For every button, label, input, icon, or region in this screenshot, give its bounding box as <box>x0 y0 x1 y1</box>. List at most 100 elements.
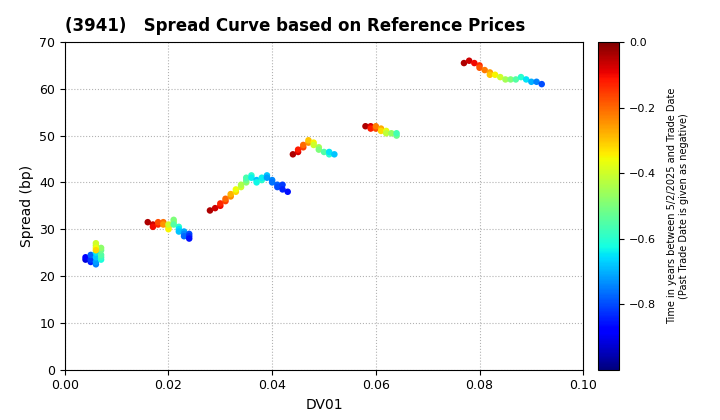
Point <box>153 219 164 226</box>
Point <box>297 144 309 151</box>
Y-axis label: Time in years between 5/2/2025 and Trade Date
(Past Trade Date is given as negat: Time in years between 5/2/2025 and Trade… <box>667 88 689 324</box>
Y-axis label: Spread (bp): Spread (bp) <box>19 165 34 247</box>
Point <box>158 219 169 226</box>
Point <box>168 219 179 226</box>
Point <box>235 184 247 190</box>
Point <box>526 79 537 85</box>
Point <box>179 231 190 237</box>
Point <box>380 130 392 136</box>
Point <box>292 149 304 155</box>
Point <box>251 179 262 186</box>
Point <box>313 144 325 151</box>
Point <box>510 76 521 83</box>
Point <box>179 228 190 235</box>
Point <box>85 256 96 263</box>
Point <box>90 254 102 261</box>
Point <box>292 146 304 153</box>
Point <box>184 235 195 242</box>
Point <box>287 151 299 158</box>
Point <box>271 184 283 190</box>
Text: (3941)   Spread Curve based on Reference Prices: (3941) Spread Curve based on Reference P… <box>65 17 525 35</box>
Point <box>375 128 387 134</box>
Point <box>90 244 102 251</box>
Point <box>328 151 340 158</box>
Point <box>266 179 278 186</box>
Point <box>495 74 506 81</box>
Point <box>246 174 257 181</box>
Point <box>95 252 107 258</box>
Point <box>85 252 96 258</box>
Point <box>391 130 402 136</box>
Point <box>469 60 480 66</box>
Point <box>142 219 153 226</box>
Point <box>184 231 195 237</box>
Point <box>163 223 174 230</box>
Point <box>484 69 495 76</box>
Point <box>521 76 532 83</box>
Point <box>225 193 236 200</box>
Point <box>168 216 179 223</box>
Point <box>370 125 382 132</box>
Point <box>276 186 288 193</box>
Point <box>479 67 490 74</box>
Point <box>323 149 335 155</box>
Point <box>516 74 527 81</box>
Point <box>90 249 102 256</box>
Point <box>474 64 485 71</box>
Point <box>179 233 190 239</box>
Point <box>313 146 325 153</box>
Point <box>302 137 314 144</box>
Point <box>505 76 516 83</box>
Point <box>90 261 102 268</box>
Point <box>308 139 320 146</box>
Point <box>276 181 288 188</box>
Point <box>484 71 495 78</box>
Point <box>147 221 158 228</box>
Point <box>90 240 102 247</box>
Point <box>256 174 268 181</box>
Point <box>173 223 184 230</box>
Point <box>386 130 397 136</box>
Point <box>536 81 547 87</box>
Point <box>391 132 402 139</box>
Point <box>230 189 242 195</box>
Point <box>80 256 91 263</box>
Point <box>168 221 179 228</box>
Point <box>215 202 226 209</box>
Point <box>95 254 107 261</box>
Point <box>375 125 387 132</box>
Point <box>210 205 221 212</box>
Point <box>163 226 174 233</box>
Point <box>184 233 195 239</box>
Point <box>256 177 268 184</box>
Point <box>323 151 335 158</box>
Point <box>95 247 107 254</box>
Point <box>458 60 469 66</box>
X-axis label: DV01: DV01 <box>305 398 343 412</box>
Point <box>80 254 91 261</box>
Point <box>90 242 102 249</box>
Point <box>85 259 96 265</box>
Point <box>261 174 273 181</box>
Point <box>251 177 262 184</box>
Point <box>370 123 382 130</box>
Point <box>380 128 392 134</box>
Point <box>240 174 252 181</box>
Point <box>365 125 377 132</box>
Point <box>297 142 309 148</box>
Point <box>90 259 102 265</box>
Point <box>230 186 242 193</box>
Point <box>173 228 184 235</box>
Point <box>153 221 164 228</box>
Point <box>240 177 252 184</box>
Point <box>220 198 231 205</box>
Point <box>95 244 107 251</box>
Point <box>271 181 283 188</box>
Point <box>220 195 231 202</box>
Point <box>302 139 314 146</box>
Point <box>266 177 278 184</box>
Point <box>365 123 377 130</box>
Point <box>246 172 257 179</box>
Point <box>173 226 184 233</box>
Point <box>163 221 174 228</box>
